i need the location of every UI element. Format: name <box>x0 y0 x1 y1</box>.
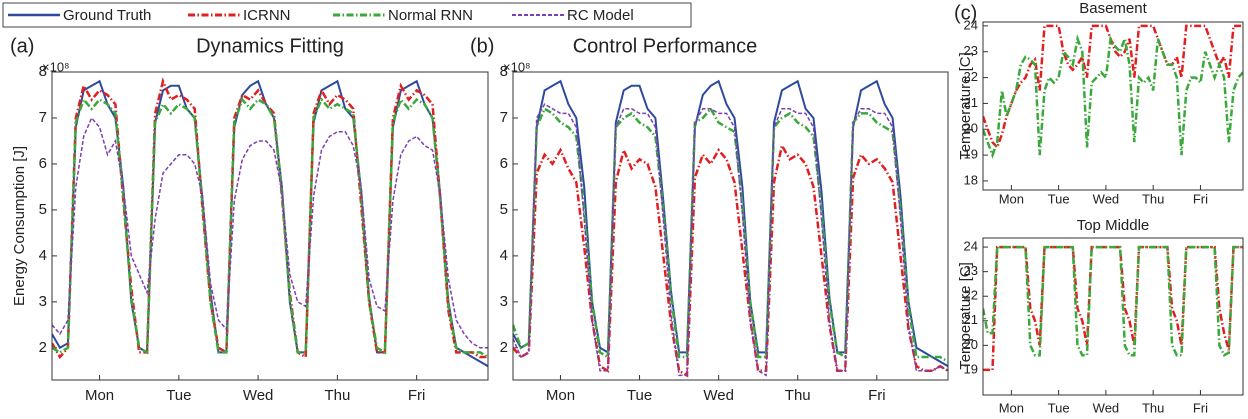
axes-frame <box>982 237 1244 396</box>
y-axis-label: Temperature [C] <box>957 52 974 160</box>
y-tick-label: 5 <box>500 201 508 218</box>
y-tick-label: 20 <box>964 121 978 136</box>
y-tick-label: 23 <box>964 263 978 278</box>
y-tick-label: 8 <box>39 63 47 80</box>
y-tick-label: 22 <box>964 288 978 303</box>
y-tick-label: 4 <box>39 247 47 264</box>
chart-title: Dynamics Fitting <box>196 35 344 57</box>
plot-area <box>513 72 948 380</box>
y-tick-label: 19 <box>964 147 978 162</box>
y-tick-label: 20 <box>964 337 978 352</box>
series-line <box>513 79 948 368</box>
y-tick-label: 3 <box>39 293 47 310</box>
y-tick-label: 23 <box>964 43 978 58</box>
y-tick-label: 6 <box>39 155 47 172</box>
x-tick-label: Wed <box>1093 400 1120 415</box>
series-line <box>983 24 1243 150</box>
x-tick-label: Wed <box>703 387 734 404</box>
chart-title: Control Performance <box>573 35 758 57</box>
y-tick-label: 8 <box>500 63 508 80</box>
series-line <box>52 116 488 349</box>
y-tick-label: 24 <box>964 239 978 254</box>
y-tick-label: 3 <box>500 293 508 310</box>
y-tick-label: 7 <box>500 109 508 126</box>
series-line <box>983 34 1243 159</box>
x-tick-label: Mon <box>85 387 114 404</box>
legend-label: ICRNN <box>243 7 291 24</box>
series-line <box>983 245 1243 357</box>
x-tick-label: Fri <box>408 387 426 404</box>
y-tick-label: 24 <box>964 17 978 32</box>
x-tick-label: Mon <box>999 191 1024 206</box>
x-tick-label: Thu <box>324 387 350 404</box>
x-tick-label: Mon <box>999 400 1024 415</box>
panel: 2 3 4 5 6 7 8 Mon Tue Wed Thu Fri Dynamics Fitting (a… <box>10 35 489 404</box>
y-axis-label: Energy Consumption [J] <box>11 146 28 306</box>
y-axis-label: Temperature [C] <box>957 262 974 370</box>
plot-area <box>983 22 1243 190</box>
y-tick-label: 7 <box>39 109 47 126</box>
x-tick-label: Fri <box>1193 191 1208 206</box>
panel: 18 19 20 21 22 23 24 Mon Tue Wed Thu Fri Basement (c)… <box>954 0 1244 206</box>
legend-label: Normal RNN <box>388 7 473 24</box>
x-tick-label: Tue <box>166 387 191 404</box>
x-tick-label: Mon <box>546 387 575 404</box>
x-tick-label: Wed <box>1093 191 1120 206</box>
legend-label: Ground Truth <box>63 7 151 24</box>
y-tick-label: 19 <box>964 361 978 376</box>
x-tick-label: Thu <box>1142 400 1164 415</box>
axes-frame <box>512 71 949 381</box>
chart-title: Basement <box>1079 0 1147 17</box>
x-tick-label: Thu <box>785 387 811 404</box>
x-tick-label: Fri <box>1193 400 1208 415</box>
x-tick-label: Thu <box>1142 191 1164 206</box>
y-exponent: ×10⁸ <box>42 59 70 74</box>
chart-title: Top Middle <box>1077 217 1150 234</box>
y-tick-label: 4 <box>500 247 508 264</box>
panel-label: (a) <box>10 35 34 57</box>
series-line <box>513 142 948 378</box>
y-exponent: ×10⁸ <box>503 59 531 74</box>
x-tick-label: Tue <box>627 387 652 404</box>
legend-label: RC Model <box>567 7 634 24</box>
series-line <box>513 103 948 377</box>
series-line <box>52 97 488 359</box>
plot-area <box>983 238 1243 395</box>
x-tick-label: Wed <box>243 387 274 404</box>
y-tick-label: 21 <box>964 312 978 327</box>
y-tick-label: 6 <box>500 155 508 172</box>
series-line <box>513 106 948 363</box>
x-tick-label: Tue <box>1048 191 1070 206</box>
panel: 2 3 4 5 6 7 8 Mon Tue Wed Thu Fri Control Performanc… <box>470 35 949 404</box>
axes-frame <box>51 71 489 381</box>
x-tick-label: Fri <box>868 387 886 404</box>
y-tick-label: 2 <box>39 339 47 356</box>
axes-frame <box>982 21 1244 191</box>
y-tick-label: 18 <box>964 172 978 187</box>
panel-label: (c) <box>954 2 977 24</box>
panel-label: (b) <box>470 35 494 57</box>
y-tick-label: 21 <box>964 95 978 110</box>
x-tick-label: Tue <box>1048 400 1070 415</box>
y-tick-label: 22 <box>964 69 978 84</box>
y-tick-label: 2 <box>500 339 508 356</box>
panel: 19 20 21 22 23 24 Mon Tue Wed Thu Fri Top Middle Tem… <box>957 217 1244 415</box>
y-tick-label: 5 <box>39 201 47 218</box>
